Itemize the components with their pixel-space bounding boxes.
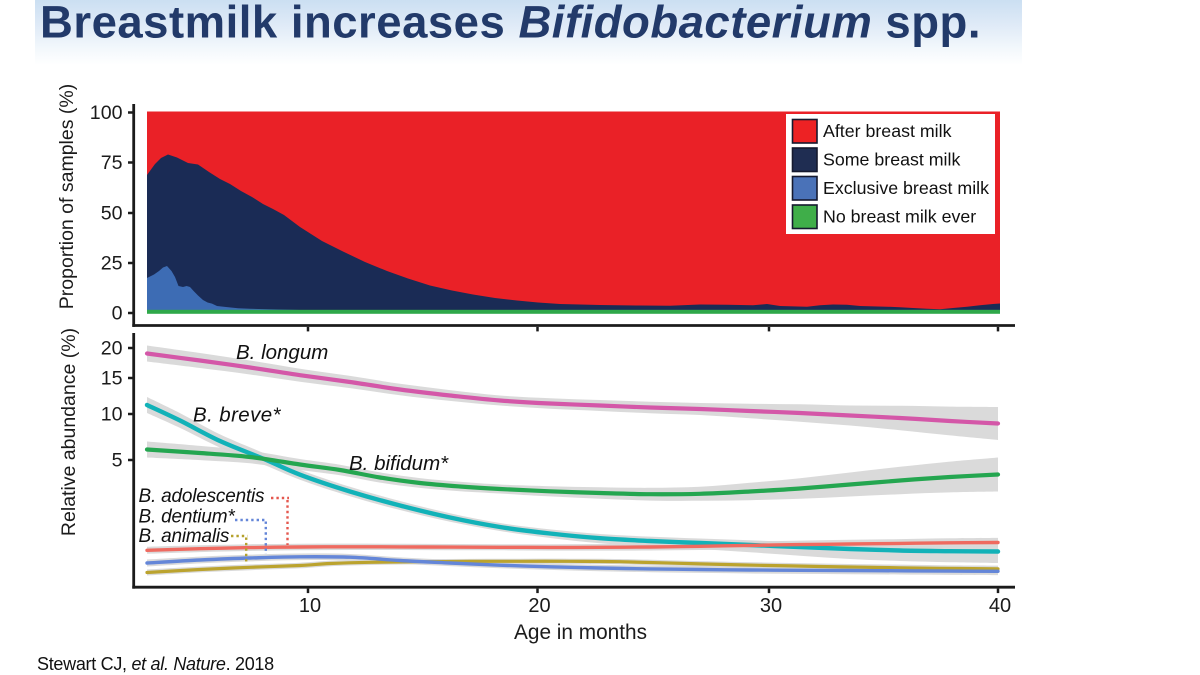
svg-text:B. dentium*: B. dentium* [139, 507, 236, 528]
svg-text:75: 75 [101, 152, 123, 174]
svg-text:0: 0 [112, 303, 123, 325]
svg-text:40: 40 [989, 595, 1011, 617]
svg-text:B. longum: B. longum [236, 341, 328, 364]
svg-text:5: 5 [112, 450, 123, 472]
svg-text:Breastmilk increases Bifidobac: Breastmilk increases Bifidobacterium spp… [40, 0, 981, 48]
svg-text:Exclusive breast milk: Exclusive breast milk [823, 178, 989, 198]
svg-text:Relative abundance (%): Relative abundance (%) [58, 328, 80, 536]
svg-text:10: 10 [299, 595, 321, 617]
svg-text:Stewart CJ, et al. Nature. 201: Stewart CJ, et al. Nature. 2018 [37, 654, 274, 674]
svg-text:100: 100 [90, 102, 123, 124]
svg-text:No breast milk ever: No breast milk ever [823, 206, 976, 226]
svg-text:B. bifidum*: B. bifidum* [349, 452, 449, 475]
svg-text:20: 20 [101, 338, 123, 360]
svg-text:Some breast milk: Some breast milk [823, 149, 960, 169]
svg-text:30: 30 [760, 595, 782, 617]
svg-text:25: 25 [101, 253, 123, 275]
svg-text:10: 10 [101, 404, 123, 426]
svg-text:20: 20 [528, 595, 550, 617]
svg-text:Age in months: Age in months [514, 621, 647, 644]
svg-text:15: 15 [101, 368, 123, 390]
svg-text:B. breve*: B. breve* [193, 404, 282, 427]
svg-text:After breast milk: After breast milk [823, 121, 952, 141]
svg-text:Proportion of samples (%): Proportion of samples (%) [56, 84, 78, 309]
svg-text:50: 50 [101, 203, 123, 225]
svg-text:B. animalis: B. animalis [139, 526, 230, 547]
svg-text:B. adolescentis: B. adolescentis [139, 486, 266, 507]
